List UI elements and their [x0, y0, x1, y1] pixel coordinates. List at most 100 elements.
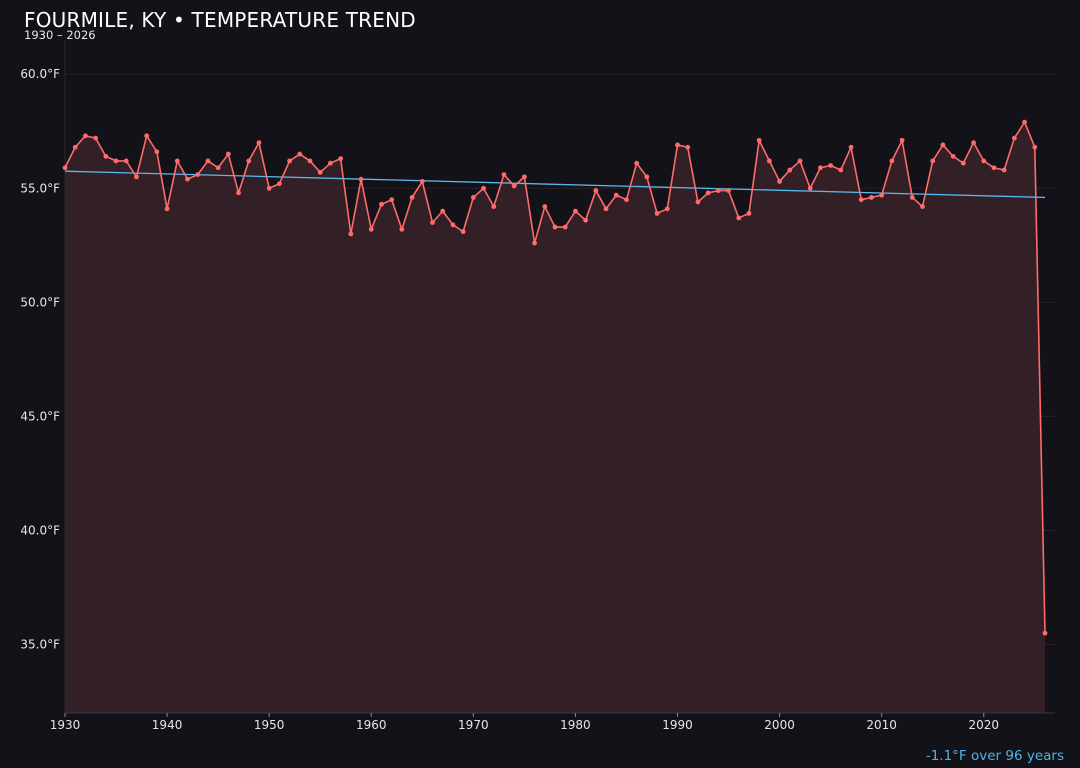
data-point	[276, 181, 282, 187]
data-point	[603, 206, 609, 212]
x-tick-label: 2000	[764, 718, 795, 732]
data-point	[185, 176, 190, 182]
data-point	[144, 133, 150, 139]
data-point	[797, 158, 803, 164]
data-point	[430, 220, 435, 225]
data-point	[317, 169, 323, 175]
x-tick-labels: 1930 1940 1950 1960 1970 1980 1990 2000 2010 2020	[50, 718, 999, 732]
data-point	[93, 135, 99, 141]
data-point	[72, 144, 78, 150]
data-point	[328, 160, 333, 166]
data-point	[695, 199, 701, 205]
data-point	[501, 172, 507, 178]
data-point	[491, 204, 497, 209]
data-point	[1001, 167, 1007, 173]
data-point	[297, 151, 303, 157]
data-point	[246, 158, 252, 164]
data-point	[960, 160, 966, 166]
data-point	[971, 140, 976, 146]
x-tick-label: 2010	[866, 718, 897, 732]
data-point	[675, 142, 680, 148]
area-layer	[65, 122, 1045, 714]
data-point	[766, 158, 772, 164]
data-point	[552, 224, 558, 230]
data-point	[807, 185, 813, 191]
data-point	[379, 201, 384, 207]
data-point	[991, 165, 997, 171]
data-point	[460, 229, 466, 235]
data-point	[950, 153, 956, 159]
data-point	[858, 197, 864, 203]
data-point	[828, 163, 834, 168]
data-point	[481, 185, 486, 191]
data-point	[154, 149, 160, 155]
x-tick-label: 1970	[458, 718, 489, 732]
y-tick-labels: 35.0°F 40.0°F 45.0°F 50.0°F 55.0°F 60.0°F	[20, 67, 60, 651]
data-point	[1032, 144, 1038, 150]
x-tick-label: 1990	[662, 718, 693, 732]
data-point	[164, 206, 170, 212]
data-point	[644, 174, 650, 180]
x-tick-label: 1950	[254, 718, 285, 732]
data-point	[195, 172, 201, 178]
x-tick-label: 2020	[968, 718, 999, 732]
data-point	[787, 167, 793, 173]
points-layer	[62, 119, 1048, 636]
data-point	[348, 231, 354, 237]
data-point	[399, 226, 405, 232]
data-point	[756, 137, 762, 143]
data-point	[287, 158, 292, 164]
data-point	[1042, 630, 1048, 636]
data-point	[930, 158, 936, 164]
y-tick-label: 45.0°F	[20, 409, 60, 423]
data-point	[123, 158, 129, 164]
data-point	[409, 195, 415, 200]
data-point	[981, 158, 987, 164]
data-point	[1022, 119, 1027, 125]
data-point	[726, 188, 731, 193]
data-point	[705, 190, 711, 196]
data-point	[777, 179, 782, 184]
data-point	[736, 215, 742, 221]
data-point	[113, 158, 119, 164]
data-point	[818, 165, 823, 171]
x-tick-label: 1960	[356, 718, 387, 732]
data-point	[521, 174, 527, 180]
data-point	[205, 158, 211, 164]
data-point	[573, 208, 578, 214]
data-point	[664, 206, 670, 212]
data-point	[869, 195, 874, 200]
data-point	[215, 165, 221, 171]
data-point	[134, 174, 139, 180]
data-point	[634, 160, 640, 166]
y-tick-label: 35.0°F	[20, 638, 60, 652]
data-point	[256, 140, 262, 146]
data-point	[338, 156, 344, 162]
data-point	[389, 197, 395, 203]
x-tick-label: 1980	[560, 718, 591, 732]
y-tick-label: 50.0°F	[20, 295, 60, 309]
data-point	[583, 217, 589, 223]
data-point	[1011, 135, 1017, 141]
data-point	[266, 185, 272, 191]
y-tick-label: 60.0°F	[20, 67, 60, 81]
data-point	[511, 183, 517, 189]
data-point	[532, 240, 537, 246]
data-point	[909, 195, 915, 200]
data-point	[848, 144, 854, 150]
data-point	[593, 188, 599, 193]
y-tick-label: 55.0°F	[20, 181, 60, 195]
data-point	[889, 158, 895, 164]
data-point	[358, 176, 364, 182]
data-point	[62, 165, 68, 171]
data-point	[715, 188, 721, 193]
data-point	[419, 179, 425, 184]
data-point	[368, 226, 374, 232]
data-point	[562, 224, 568, 230]
data-point	[225, 151, 231, 157]
data-point	[307, 158, 313, 164]
data-point	[624, 197, 629, 203]
data-point	[685, 144, 691, 150]
data-point	[838, 167, 844, 173]
